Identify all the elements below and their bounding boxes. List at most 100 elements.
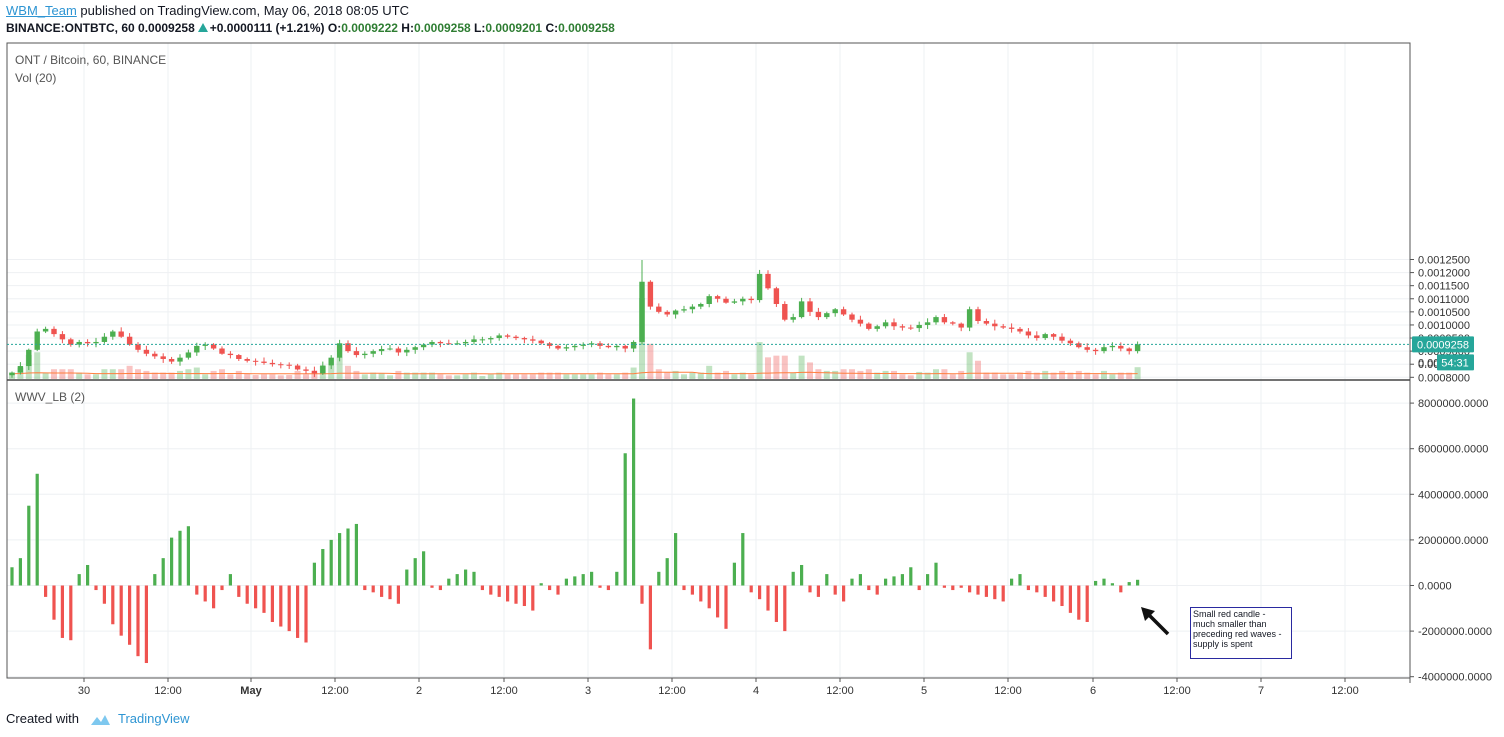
indicator-legend[interactable]: WWV_LB (2) xyxy=(15,390,86,404)
wwv-bar xyxy=(464,569,468,586)
publish-header: WBM_Team published on TradingView.com, M… xyxy=(6,3,409,18)
candle-body xyxy=(580,344,586,346)
price-axis-label: 0.0012500 xyxy=(1418,254,1470,266)
candle-body xyxy=(773,288,780,305)
volume-bar xyxy=(168,372,175,379)
wwv-bar xyxy=(371,585,375,593)
volume-bar xyxy=(672,370,679,379)
volume-bars xyxy=(9,298,1141,379)
volume-bar xyxy=(563,374,570,379)
indicator-axis-label: 0.0000 xyxy=(1418,581,1452,593)
wwv-bar xyxy=(220,585,224,591)
volume-bar xyxy=(1134,367,1141,379)
wwv-bar xyxy=(228,574,232,586)
open-value: 0.0009222 xyxy=(341,21,398,35)
wwv-bar xyxy=(480,585,484,591)
low-label: L: xyxy=(474,21,486,35)
candle-body xyxy=(782,304,788,320)
volume-bar xyxy=(269,374,276,379)
wwv-bar xyxy=(732,562,736,586)
price-axis-label: 0.0010500 xyxy=(1418,307,1470,319)
candle-body xyxy=(824,313,830,318)
wwv-bar xyxy=(254,585,258,609)
candle-body xyxy=(664,311,670,315)
volume-bar xyxy=(647,343,654,379)
volume-bar xyxy=(714,372,721,379)
candle-body xyxy=(672,310,679,315)
volume-legend[interactable]: Vol (20) xyxy=(15,71,57,85)
wwv-bar xyxy=(506,585,510,602)
candle-body xyxy=(244,358,250,361)
wwv-bar xyxy=(884,578,888,586)
candle-body xyxy=(849,314,855,320)
candle-body xyxy=(446,343,452,345)
annotation-note[interactable]: Small red candle - much smaller than pre… xyxy=(1190,607,1292,659)
arrow-head xyxy=(1141,607,1155,621)
candle-body xyxy=(26,349,32,367)
candle-body xyxy=(1101,347,1107,352)
wwv-bar xyxy=(833,585,837,595)
wwv-bar xyxy=(69,585,73,641)
time-axis-label: 12:00 xyxy=(994,685,1022,697)
price-axis-label: 0.0010000 xyxy=(1418,320,1470,332)
wwv-bar xyxy=(346,528,350,586)
wwv-bar xyxy=(455,574,459,586)
candle-body xyxy=(714,296,721,299)
chart-title[interactable]: ONT / Bitcoin, 60, BINANCE xyxy=(15,53,167,67)
wwv-bar xyxy=(422,551,426,586)
candle-body xyxy=(882,322,889,327)
volume-bar xyxy=(101,369,108,379)
wwv-bar xyxy=(237,585,241,597)
candle-body xyxy=(899,326,906,328)
volume-bar xyxy=(815,369,822,379)
volume-bar xyxy=(462,374,469,379)
candle-body xyxy=(488,338,494,340)
volume-bar xyxy=(571,374,578,379)
volume-bar xyxy=(1059,370,1065,379)
candle-body xyxy=(933,317,939,323)
candle-body xyxy=(9,372,15,376)
wwv-bar xyxy=(287,585,291,632)
candle-body xyxy=(1050,334,1057,337)
candle-body xyxy=(605,345,612,348)
candle-body xyxy=(210,344,217,349)
wwv-bar xyxy=(825,574,829,586)
wwv-bar xyxy=(270,585,274,622)
wwv-bar xyxy=(497,585,501,597)
price-change: +0.0000111 (+1.21%) xyxy=(209,21,325,35)
wwv-bar xyxy=(1001,585,1005,602)
candle-body xyxy=(656,306,662,312)
candle-body xyxy=(723,298,729,303)
candle-body xyxy=(1000,326,1006,328)
candle-body xyxy=(857,319,864,324)
wwv-bar xyxy=(363,585,367,591)
candle-body xyxy=(866,323,872,329)
candle-body xyxy=(647,281,654,307)
wwv-bar xyxy=(296,585,300,638)
candle-body xyxy=(437,341,444,344)
wwv-bar xyxy=(674,533,678,586)
volume-bar xyxy=(345,365,351,379)
candle-body xyxy=(1126,348,1132,352)
candle-body xyxy=(261,361,267,363)
volume-bar xyxy=(244,373,251,379)
wwv-bar xyxy=(430,585,434,588)
volume-bar xyxy=(681,374,687,379)
candle-body xyxy=(874,326,880,329)
wwv-bar xyxy=(564,578,568,586)
volume-bar xyxy=(210,370,217,379)
wwv-bar xyxy=(10,567,14,586)
volume-bar xyxy=(378,373,385,379)
candle-body xyxy=(840,309,847,315)
time-axis-label: 5 xyxy=(921,685,927,697)
wwv-bar xyxy=(926,574,930,586)
candle-body xyxy=(546,343,553,346)
author-link[interactable]: WBM_Team xyxy=(6,3,77,18)
price-axis-label: 0.0008000 xyxy=(1418,372,1470,384)
wwv-bar xyxy=(900,574,904,586)
tradingview-brand-link[interactable]: TradingView xyxy=(118,711,190,726)
candle-body xyxy=(479,339,486,341)
high-label: H: xyxy=(401,21,414,35)
wwv-bar xyxy=(858,574,862,586)
